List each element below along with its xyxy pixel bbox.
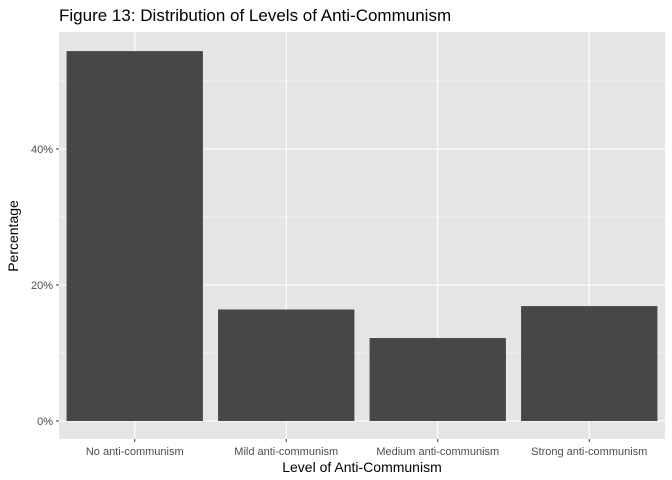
x-axis-title: Level of Anti-Communism — [282, 459, 442, 475]
chart-title: Figure 13: Distribution of Levels of Ant… — [59, 6, 451, 25]
bar — [369, 338, 506, 421]
bar — [66, 51, 203, 421]
bars — [66, 51, 658, 421]
x-tick-label: Mild anti-communism — [234, 446, 338, 458]
x-tick-label: Medium anti-communism — [376, 446, 499, 458]
y-axis: 0% 20% 40% — [31, 144, 59, 428]
x-tick-label: No anti-communism — [86, 446, 184, 458]
bar — [521, 306, 658, 421]
y-tick-label: 40% — [31, 144, 53, 156]
y-axis-title: Percentage — [5, 200, 21, 272]
bar — [218, 309, 355, 421]
x-tick-label: Strong anti-communism — [531, 446, 647, 458]
x-axis: No anti-communism Mild anti-communism Medi… — [86, 439, 647, 458]
y-tick-label: 0% — [37, 416, 53, 428]
y-tick-label: 20% — [31, 280, 53, 292]
